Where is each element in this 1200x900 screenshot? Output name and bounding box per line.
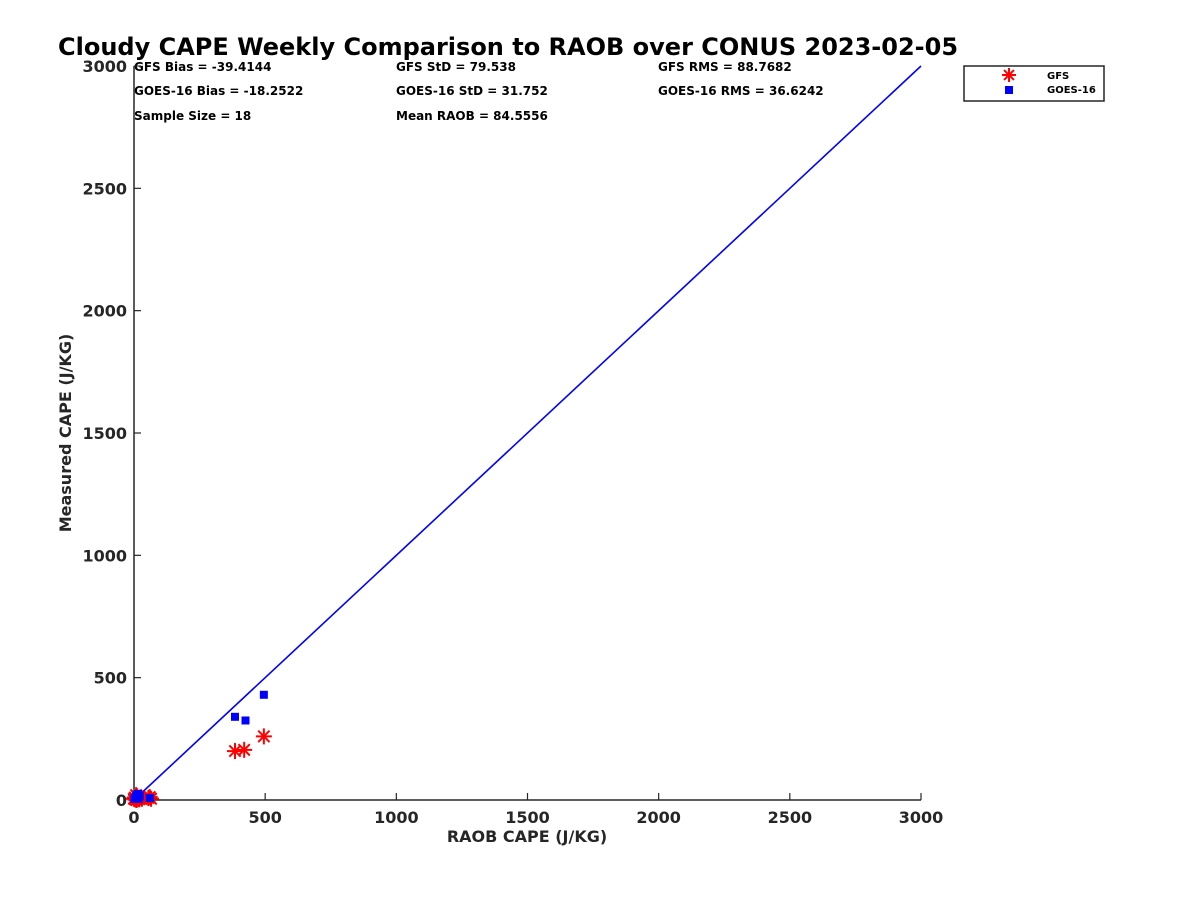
y-tick-label: 1000 bbox=[82, 546, 127, 565]
y-tick-label: 1500 bbox=[82, 424, 127, 443]
stat-gfs-rms: GFS RMS = 88.7682 bbox=[658, 60, 792, 74]
goes16-point bbox=[259, 690, 268, 699]
x-tick-label: 1500 bbox=[505, 808, 550, 827]
legend-gfs-marker bbox=[1002, 68, 1016, 82]
data-points bbox=[126, 690, 272, 808]
stat-goes-rms: GOES-16 RMS = 36.6242 bbox=[658, 84, 824, 98]
x-axis-label: RAOB CAPE (J/KG) bbox=[447, 827, 607, 846]
one-to-one-line bbox=[133, 65, 922, 801]
x-tick-label: 2000 bbox=[636, 808, 681, 827]
goes16-point bbox=[241, 716, 250, 725]
y-tick-label: 3000 bbox=[82, 57, 127, 76]
legend-goes-marker bbox=[1005, 86, 1013, 94]
stat-gfs-bias: GFS Bias = -39.4144 bbox=[134, 60, 271, 74]
legend-gfs-asterisk bbox=[1002, 68, 1016, 82]
stat-sample-size: Sample Size = 18 bbox=[134, 109, 251, 123]
chart-title: Cloudy CAPE Weekly Comparison to RAOB ov… bbox=[58, 33, 958, 61]
x-axis-ticks: 0 500 1000 1500 2000 2500 3000 bbox=[128, 793, 943, 827]
y-axis-ticks: 0 500 1000 1500 2000 2500 3000 bbox=[82, 57, 141, 810]
stat-gfs-std: GFS StD = 79.538 bbox=[396, 60, 516, 74]
legend: GFS GOES-16 bbox=[963, 65, 1105, 102]
stat-goes-std: GOES-16 StD = 31.752 bbox=[396, 84, 548, 98]
y-tick-label: 500 bbox=[94, 669, 127, 688]
x-tick-label: 500 bbox=[248, 808, 281, 827]
y-axis-label: Measured CAPE (J/KG) bbox=[56, 334, 75, 533]
goes16-point bbox=[230, 712, 239, 721]
y-tick-label: 2000 bbox=[82, 302, 127, 321]
gfs-point bbox=[236, 741, 253, 758]
y-tick-label: 2500 bbox=[82, 179, 127, 198]
x-tick-label: 2500 bbox=[768, 808, 813, 827]
x-tick-label: 0 bbox=[128, 808, 139, 827]
gfs-point bbox=[255, 728, 272, 745]
stat-mean-raob: Mean RAOB = 84.5556 bbox=[396, 109, 548, 123]
y-tick-label: 0 bbox=[116, 791, 127, 810]
goes16-point bbox=[135, 791, 144, 800]
legend-goes-label: GOES-16 bbox=[1047, 85, 1096, 96]
goes16-point bbox=[145, 794, 154, 803]
legend-box bbox=[963, 65, 1105, 102]
x-tick-label: 1000 bbox=[374, 808, 419, 827]
x-tick-label: 3000 bbox=[899, 808, 944, 827]
legend-gfs-label: GFS bbox=[1047, 71, 1069, 82]
stat-goes-bias: GOES-16 Bias = -18.2522 bbox=[134, 84, 303, 98]
